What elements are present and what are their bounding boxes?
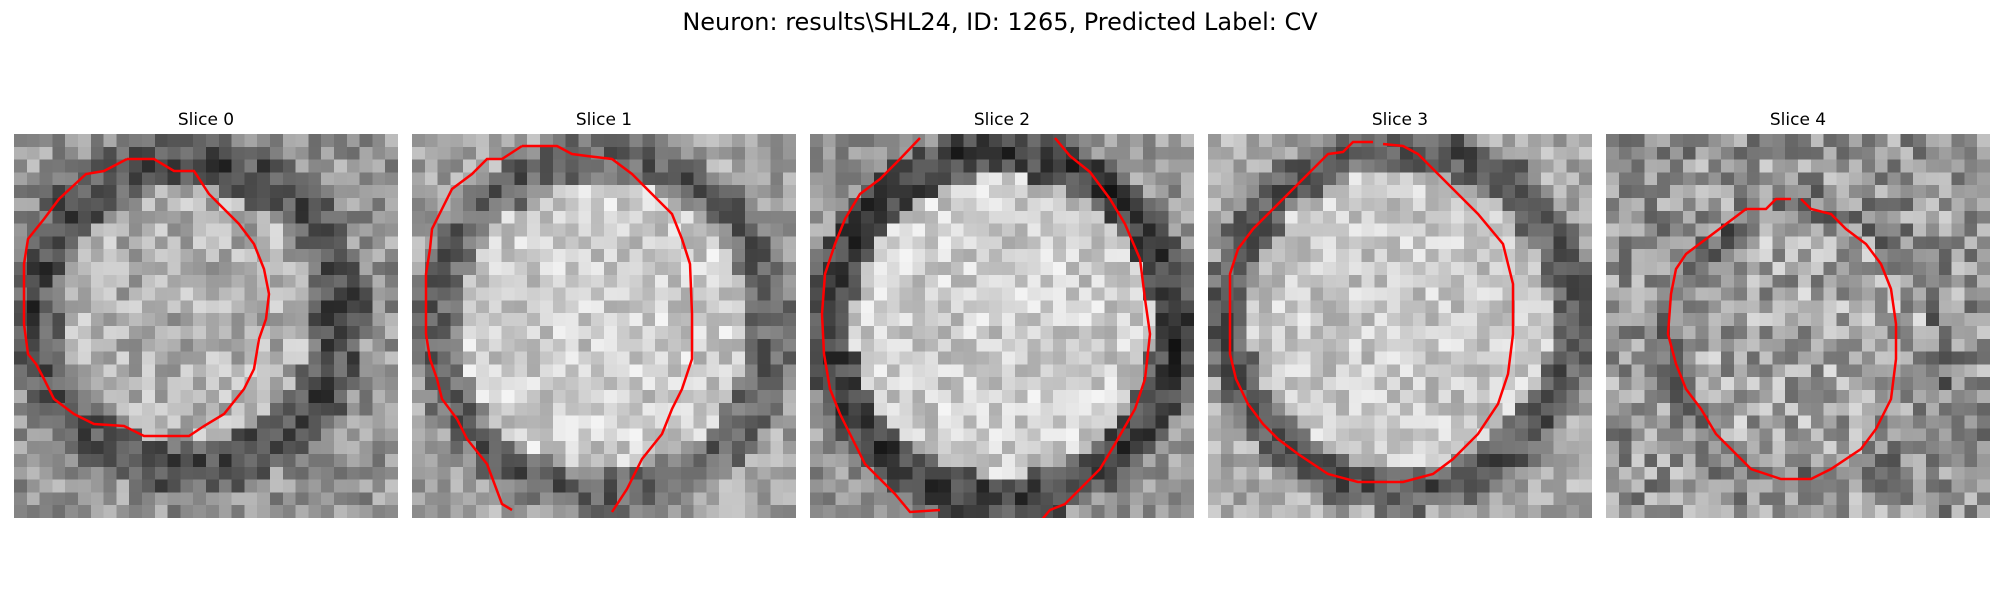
slice-image (810, 134, 1194, 518)
slice-title: Slice 3 (1371, 110, 1429, 130)
slice-panel-2: Slice 2 (810, 108, 1194, 518)
red-contour (522, 144, 694, 513)
slice-panel-1: Slice 1 (412, 108, 796, 518)
red-contour (22, 157, 271, 438)
contour-overlay (22, 157, 271, 438)
grayscale-tile (810, 134, 1194, 518)
grayscale-tile (14, 134, 398, 518)
slice-panel-0: Slice 0 (14, 108, 398, 518)
slice-image (412, 134, 796, 518)
slice-image (1208, 134, 1592, 518)
contour-overlay (1666, 197, 1898, 481)
slice-image (14, 134, 398, 518)
red-contour (1228, 140, 1515, 484)
contour-overlay (424, 144, 694, 513)
grayscale-tile (1208, 134, 1592, 518)
contour-overlay (820, 137, 1152, 518)
red-contour (1666, 197, 1898, 481)
contour-overlay (1228, 140, 1515, 484)
red-contour (1041, 137, 1152, 518)
slice-image (1606, 134, 1990, 518)
figure-title: Neuron: results\SHL24, ID: 1265, Predict… (682, 8, 1318, 36)
red-contour (820, 137, 941, 514)
slice-title: Slice 0 (177, 110, 235, 130)
slice-panel-3: Slice 3 (1208, 108, 1592, 518)
grayscale-tile (1606, 134, 1990, 518)
slice-title: Slice 1 (575, 110, 633, 130)
slice-panel-4: Slice 4 (1606, 108, 1990, 518)
grayscale-tile (412, 134, 796, 518)
slice-title: Slice 2 (973, 110, 1031, 130)
red-contour (424, 144, 523, 512)
slice-title: Slice 4 (1769, 110, 1827, 130)
